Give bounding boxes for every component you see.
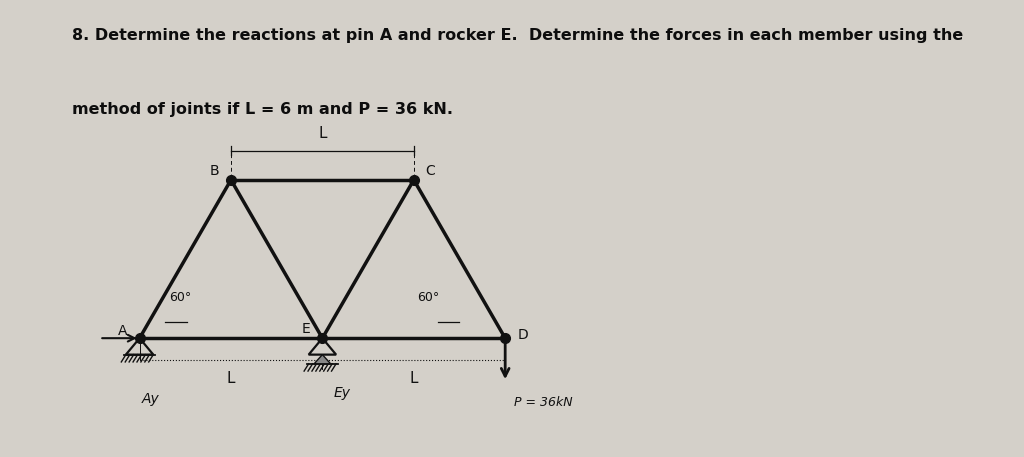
Text: D: D bbox=[518, 328, 528, 341]
Text: 8. Determine the reactions at pin A and rocker E.  Determine the forces in each : 8. Determine the reactions at pin A and … bbox=[72, 28, 963, 43]
Text: C: C bbox=[425, 164, 435, 178]
Text: method of joints if L = 6 m and P = 36 kN.: method of joints if L = 6 m and P = 36 k… bbox=[72, 102, 453, 117]
Text: P = 36kN: P = 36kN bbox=[514, 396, 573, 409]
Text: A: A bbox=[119, 324, 128, 338]
Text: 60°: 60° bbox=[169, 292, 190, 304]
Text: 60°: 60° bbox=[418, 292, 439, 304]
Text: L: L bbox=[226, 371, 236, 386]
Text: L: L bbox=[318, 127, 327, 142]
Text: E: E bbox=[301, 322, 310, 336]
Text: Ey: Ey bbox=[334, 386, 350, 400]
Text: L: L bbox=[410, 371, 418, 386]
Text: Ay: Ay bbox=[141, 392, 159, 405]
Text: B: B bbox=[210, 164, 219, 178]
Polygon shape bbox=[314, 355, 331, 364]
